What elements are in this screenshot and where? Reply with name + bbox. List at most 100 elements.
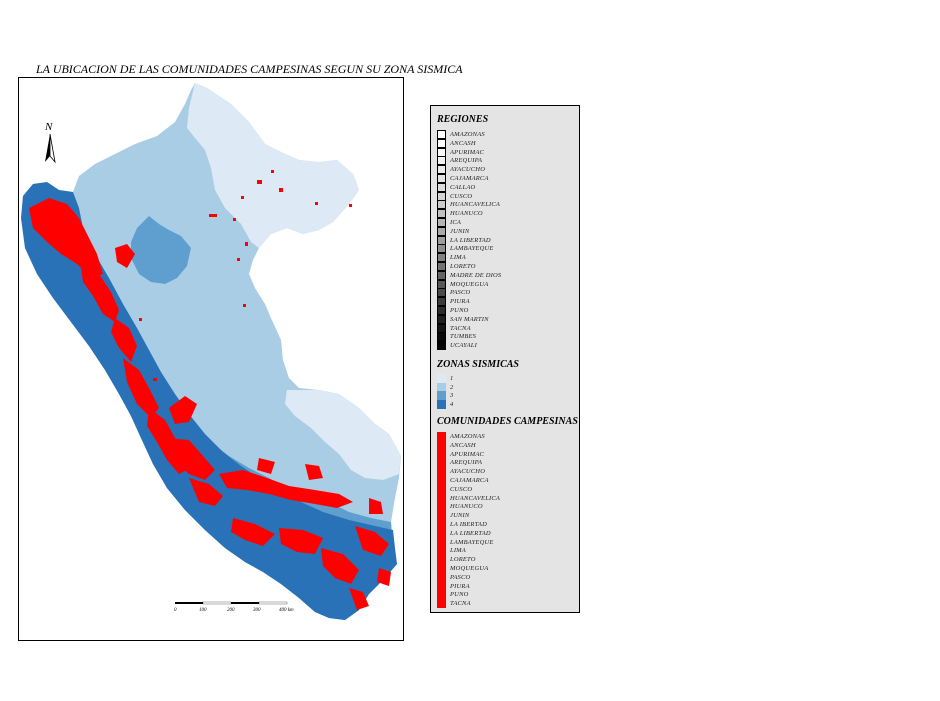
legend-swatch [437, 484, 446, 494]
legend-comunidades-item: APURIMAC [437, 449, 485, 459]
community-dot [153, 378, 157, 381]
legend-swatch [437, 440, 446, 450]
legend-regiones-item: PASCO [437, 288, 470, 298]
community-area [189, 478, 223, 506]
legend-comunidades-item: PIURA [437, 581, 470, 591]
legend-comunidades-item: TACNA [437, 599, 471, 609]
legend-swatch [437, 200, 446, 210]
legend-comunidades-item: PUNO [437, 590, 469, 600]
legend-regiones-item: CAJAMARCA [437, 174, 489, 183]
legend-label: AMAZONAS [450, 433, 485, 440]
legend-label: AYACUCHO [450, 468, 486, 476]
community-dot [139, 318, 142, 321]
legend-regiones-item: TACNA [437, 323, 471, 333]
map-frame: N 0 100 200 300 400 km [18, 77, 404, 641]
legend-comunidades-item: AMAZONAS [437, 432, 485, 441]
legend-zonas-item: 2 [437, 382, 454, 392]
legend-regiones-item: APURIMAC [437, 147, 485, 157]
legend-swatch [437, 279, 446, 289]
community-area [321, 548, 359, 584]
community-dot [233, 218, 236, 221]
legend-regiones-item: MADRE DE DIOS [437, 270, 501, 280]
legend-comunidades-item: CUSCO [437, 484, 473, 494]
legend-label: TACNA [450, 324, 471, 332]
legend-label: JUNIN [450, 227, 470, 235]
legend-label: SAN MARTIN [450, 315, 489, 323]
communities-layer [29, 170, 391, 610]
legend-swatch [437, 244, 446, 254]
legend-label: TACNA [450, 600, 471, 608]
community-area [355, 526, 389, 556]
legend-swatch [437, 218, 446, 227]
legend-swatch [437, 138, 446, 148]
legend-comunidades-item: AYACUCHO [437, 467, 486, 477]
legend-comunidades-item: ANCASH [437, 440, 476, 450]
legend-comunidades-title: COMUNIDADES CAMPESINAS [437, 416, 578, 427]
legend-label: HUANUCO [450, 503, 483, 511]
legend-swatch [437, 520, 446, 529]
legend-label: ANCASH [450, 441, 476, 449]
legend-zonas-item: 4 [437, 399, 453, 409]
legend-label: ICA [450, 219, 462, 226]
zone-3-interior [131, 216, 191, 284]
legend-label: LORETO [450, 556, 476, 564]
legend-swatch [437, 130, 446, 139]
community-area [257, 458, 275, 474]
legend-swatch [437, 314, 446, 324]
legend-comunidades-item: HUANUCO [437, 502, 483, 512]
legend-regiones-item: ICA [437, 218, 461, 227]
scale-label: 100 [199, 608, 207, 613]
legend-comunidades-item: HUANCAVELICA [437, 493, 501, 503]
scale-label: 200 [227, 608, 235, 613]
legend-label: HUANCAVELICA [450, 494, 501, 502]
legend-comunidades-item: MOQUEGUA [437, 564, 488, 573]
community-area [369, 498, 383, 514]
legend-label: APURIMAC [450, 450, 485, 458]
zone-4-coast [21, 182, 397, 620]
legend-swatch [437, 147, 446, 157]
legend-swatch [437, 209, 446, 219]
community-area [377, 568, 391, 586]
scale-label: 300 [253, 608, 261, 613]
legend-swatch [437, 341, 446, 351]
legend-swatch [437, 297, 446, 307]
legend-label: CUSCO [450, 192, 473, 200]
legend-label: CUSCO [450, 485, 473, 493]
legend-regiones-item: AREQUIPA [437, 156, 482, 166]
legend-label: TUMBES [450, 333, 477, 341]
legend-label: AREQUIPA [450, 459, 483, 467]
legend-label: LA LIBERTAD [450, 529, 491, 537]
legend-label: PASCO [450, 573, 471, 581]
legend-regiones-item: MOQUEGUA [437, 279, 488, 289]
community-area [81, 268, 119, 322]
legend-regiones-item: LAMBAYEQUE [437, 244, 494, 254]
legend-swatch [437, 262, 446, 271]
legend-label: APURIMAC [450, 148, 485, 156]
community-dot [279, 188, 283, 192]
legend-comunidades-item: LA IBERTAD [437, 520, 487, 529]
scale-label: 0 [174, 608, 177, 613]
legend-regiones-item: HUANUCO [437, 209, 483, 219]
legend-regiones-item: HUANCAVELICA [437, 200, 500, 210]
community-area [115, 244, 135, 268]
legend-swatch [437, 174, 446, 183]
legend-swatch [437, 599, 446, 609]
legend-label: LIMA [450, 547, 466, 555]
legend-swatch [437, 590, 446, 600]
legend-comunidades-item: AREQUIPA [437, 458, 483, 468]
legend-label: AMAZONAS [450, 131, 485, 138]
community-dot [375, 538, 379, 542]
community-area [219, 470, 353, 508]
svg-text:N: N [44, 121, 53, 133]
legend-regiones-item: LA LIBERTAD [437, 235, 491, 245]
legend-label: PIURA [450, 298, 470, 306]
legend-label: 2 [450, 383, 454, 391]
legend-swatch [437, 511, 446, 521]
legend-label: LA IBERTAD [450, 521, 487, 528]
legend-regiones-title: REGIONES [437, 114, 489, 125]
legend-swatch [437, 502, 446, 512]
community-dot [237, 258, 240, 261]
community-dot [245, 242, 248, 246]
legend-swatch [437, 374, 446, 383]
legend-label: HUANUCO [450, 210, 483, 218]
